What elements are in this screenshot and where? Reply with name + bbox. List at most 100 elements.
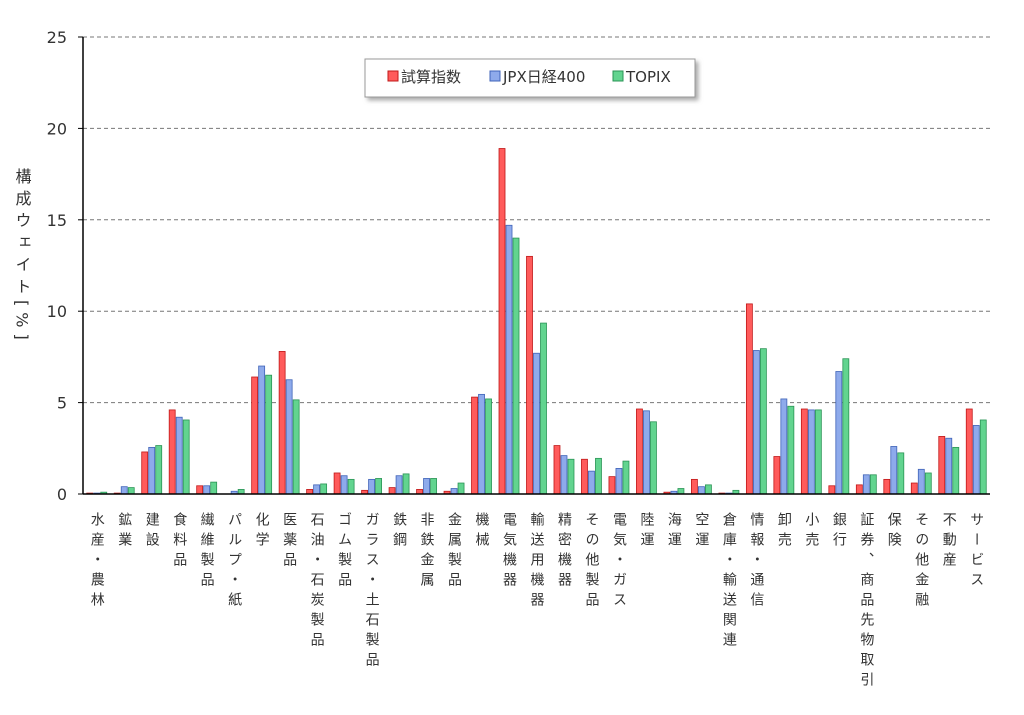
bar bbox=[478, 393, 485, 495]
x-tick-label: 空運 bbox=[693, 512, 709, 552]
bar bbox=[395, 475, 403, 495]
bar bbox=[567, 458, 575, 495]
bar bbox=[423, 478, 430, 495]
bar bbox=[917, 468, 925, 495]
bar bbox=[203, 485, 211, 495]
x-tick-label: 海運 bbox=[666, 512, 682, 552]
bar bbox=[643, 410, 650, 495]
x-tick-label: パルプ・紙 bbox=[226, 512, 242, 612]
bar bbox=[485, 398, 492, 495]
bar bbox=[807, 409, 815, 495]
bar bbox=[608, 476, 616, 495]
bar bbox=[278, 351, 286, 495]
legend-swatch bbox=[387, 70, 399, 82]
bar bbox=[333, 472, 341, 495]
x-tick-label: 証券、商品先物取引 bbox=[858, 512, 874, 692]
bar bbox=[450, 488, 458, 495]
bar bbox=[402, 473, 410, 495]
x-tick-label: 保険 bbox=[886, 512, 902, 552]
legend-label: JPX日経400 bbox=[502, 68, 585, 86]
legend-label: 試算指数 bbox=[401, 68, 461, 86]
bar bbox=[258, 365, 266, 495]
x-tick-label: 機械 bbox=[474, 512, 490, 552]
x-tick-label: 建設 bbox=[144, 512, 160, 552]
x-tick-label: 陸運 bbox=[638, 512, 654, 552]
y-tick-label: 25 bbox=[47, 28, 67, 47]
x-tick-label: サービス bbox=[968, 512, 984, 592]
bar bbox=[210, 481, 218, 495]
bar bbox=[368, 478, 375, 495]
bar bbox=[814, 409, 822, 495]
bar bbox=[120, 486, 128, 495]
bar bbox=[780, 398, 788, 495]
x-tick-label: 情報・通信 bbox=[748, 512, 764, 612]
legend-swatch bbox=[612, 70, 624, 82]
bar bbox=[375, 478, 382, 495]
x-tick-label: 精密機器 bbox=[556, 512, 572, 592]
bar bbox=[471, 396, 478, 495]
x-tick-label: 化学 bbox=[254, 512, 270, 552]
bar bbox=[752, 350, 760, 495]
bar bbox=[457, 482, 465, 495]
bar bbox=[842, 358, 850, 495]
bar bbox=[560, 455, 568, 495]
x-tick-label: 鉱業 bbox=[116, 511, 132, 552]
bar bbox=[924, 472, 932, 495]
bar bbox=[553, 445, 561, 495]
bar bbox=[285, 379, 293, 495]
bar bbox=[388, 487, 396, 495]
bar bbox=[175, 416, 183, 495]
bar bbox=[512, 237, 520, 495]
bar bbox=[890, 446, 898, 495]
x-tick-label: 鉄鋼 bbox=[391, 512, 407, 552]
bar bbox=[540, 322, 547, 495]
bar bbox=[182, 419, 190, 495]
bar bbox=[773, 456, 781, 495]
bar bbox=[759, 348, 767, 495]
y-tick-label: 20 bbox=[47, 119, 67, 138]
bar bbox=[127, 487, 135, 495]
y-tick-label: 5 bbox=[57, 394, 67, 413]
bar bbox=[897, 452, 905, 495]
x-tick-label: 不動産 bbox=[941, 512, 957, 572]
x-tick-label: 食料品 bbox=[171, 511, 187, 572]
bar bbox=[691, 478, 698, 495]
x-tick-label: 倉庫・輸送関連 bbox=[721, 512, 737, 652]
x-tick-label: 水産・農林 bbox=[89, 512, 105, 612]
bar bbox=[787, 405, 795, 495]
bar bbox=[698, 486, 705, 495]
x-tick-label: 医薬品 bbox=[281, 512, 297, 572]
bar bbox=[622, 460, 630, 495]
bar bbox=[910, 482, 918, 495]
x-tick-label: ガラス・土石製品 bbox=[364, 512, 380, 672]
x-tick-label: 銀行 bbox=[831, 512, 847, 552]
bar bbox=[347, 478, 355, 495]
bar bbox=[141, 451, 149, 495]
bar bbox=[828, 485, 836, 495]
bar bbox=[952, 446, 960, 495]
bar bbox=[800, 408, 808, 495]
y-tick-label: 15 bbox=[47, 211, 67, 230]
x-tick-label: 小売 bbox=[803, 512, 819, 552]
bar bbox=[883, 478, 891, 495]
bar bbox=[869, 474, 877, 495]
bar bbox=[168, 409, 176, 495]
legend-label: TOPIX bbox=[625, 68, 671, 86]
x-tick-label: 金属製品 bbox=[446, 512, 462, 592]
bar bbox=[340, 475, 348, 495]
x-tick-label: 輸送用機器 bbox=[529, 512, 545, 612]
bar bbox=[251, 376, 259, 495]
bar bbox=[155, 445, 163, 495]
bar bbox=[588, 470, 595, 495]
x-tick-label: 卸売 bbox=[776, 512, 792, 552]
x-tick-label: その他金融 bbox=[913, 512, 929, 612]
bar bbox=[196, 485, 204, 495]
y-tick-label: 0 bbox=[57, 485, 67, 504]
bar bbox=[938, 436, 946, 495]
legend-swatch bbox=[489, 70, 501, 82]
bar bbox=[705, 484, 712, 495]
bar bbox=[498, 148, 506, 495]
y-axis-label: 構成ウェイト[%] bbox=[13, 168, 32, 346]
bar bbox=[292, 399, 300, 495]
y-tick-label: 10 bbox=[47, 302, 67, 321]
